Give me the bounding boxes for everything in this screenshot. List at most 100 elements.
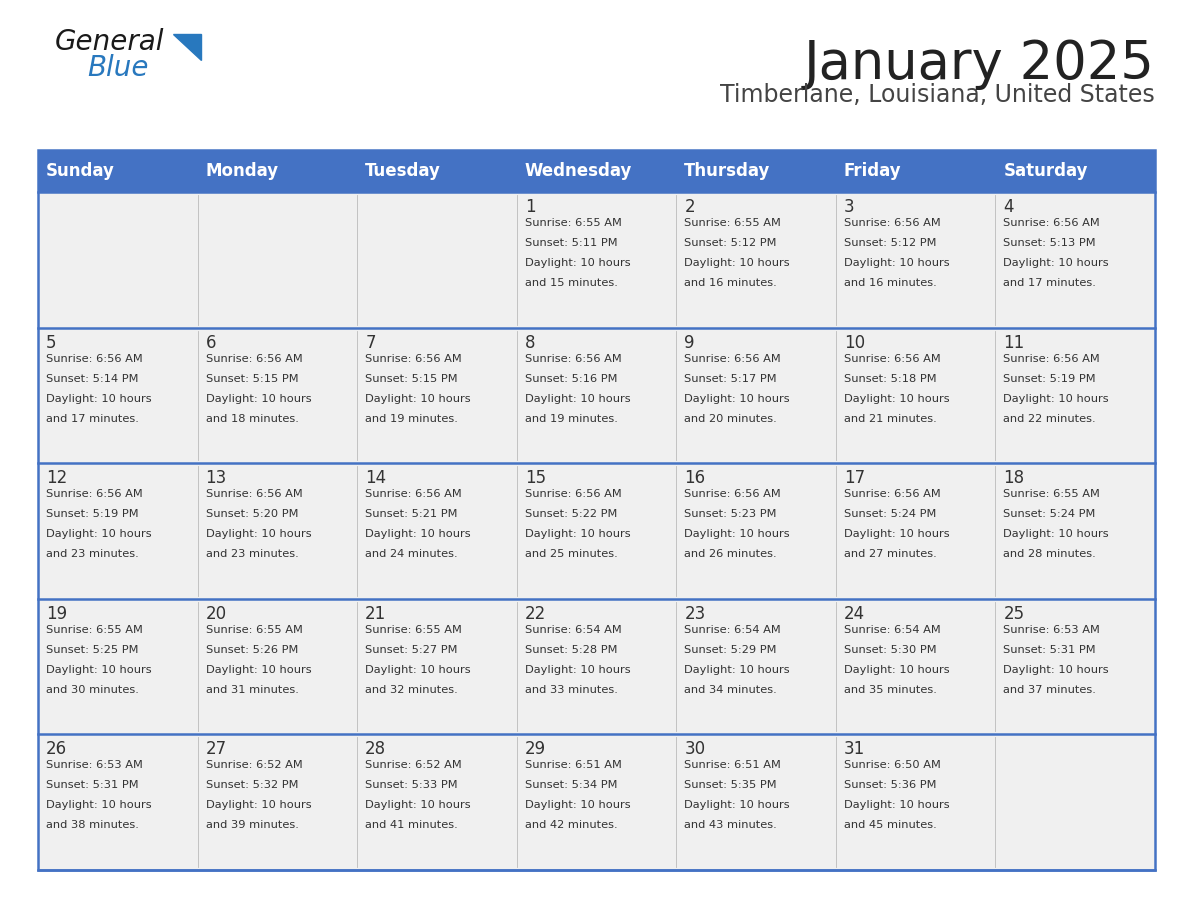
Bar xyxy=(38,599,1155,734)
Text: Sunset: 5:29 PM: Sunset: 5:29 PM xyxy=(684,644,777,655)
Text: Daylight: 10 hours: Daylight: 10 hours xyxy=(843,665,949,675)
Text: and 16 minutes.: and 16 minutes. xyxy=(843,278,936,288)
Text: and 24 minutes.: and 24 minutes. xyxy=(365,549,457,559)
Text: Daylight: 10 hours: Daylight: 10 hours xyxy=(684,394,790,404)
Text: Sunrise: 6:55 AM: Sunrise: 6:55 AM xyxy=(684,218,782,228)
Text: and 19 minutes.: and 19 minutes. xyxy=(525,414,618,423)
Text: Sunset: 5:12 PM: Sunset: 5:12 PM xyxy=(684,238,777,248)
Text: and 41 minutes.: and 41 minutes. xyxy=(365,821,457,831)
Text: 13: 13 xyxy=(206,469,227,487)
Text: and 33 minutes.: and 33 minutes. xyxy=(525,685,618,695)
Text: and 34 minutes.: and 34 minutes. xyxy=(684,685,777,695)
Text: Saturday: Saturday xyxy=(1004,162,1088,180)
Text: Daylight: 10 hours: Daylight: 10 hours xyxy=(365,529,470,539)
Text: Wednesday: Wednesday xyxy=(525,162,632,180)
Text: Daylight: 10 hours: Daylight: 10 hours xyxy=(206,800,311,811)
Text: Sunset: 5:15 PM: Sunset: 5:15 PM xyxy=(206,374,298,384)
Text: Daylight: 10 hours: Daylight: 10 hours xyxy=(1004,529,1110,539)
Text: Sunrise: 6:53 AM: Sunrise: 6:53 AM xyxy=(1004,625,1100,635)
Text: Sunset: 5:20 PM: Sunset: 5:20 PM xyxy=(206,509,298,520)
Text: 28: 28 xyxy=(365,741,386,758)
Text: Sunrise: 6:56 AM: Sunrise: 6:56 AM xyxy=(46,489,143,499)
Text: and 42 minutes.: and 42 minutes. xyxy=(525,821,618,831)
Text: Sunrise: 6:56 AM: Sunrise: 6:56 AM xyxy=(843,218,941,228)
Text: Sunrise: 6:55 AM: Sunrise: 6:55 AM xyxy=(46,625,143,635)
Text: and 23 minutes.: and 23 minutes. xyxy=(46,549,139,559)
Text: and 25 minutes.: and 25 minutes. xyxy=(525,549,618,559)
Text: 23: 23 xyxy=(684,605,706,622)
Text: 3: 3 xyxy=(843,198,854,216)
Text: Sunrise: 6:54 AM: Sunrise: 6:54 AM xyxy=(843,625,941,635)
Text: Sunrise: 6:56 AM: Sunrise: 6:56 AM xyxy=(206,489,302,499)
Text: 6: 6 xyxy=(206,333,216,352)
Text: and 37 minutes.: and 37 minutes. xyxy=(1004,685,1097,695)
Text: Daylight: 10 hours: Daylight: 10 hours xyxy=(1004,258,1110,268)
Text: and 27 minutes.: and 27 minutes. xyxy=(843,549,936,559)
Text: Sunrise: 6:52 AM: Sunrise: 6:52 AM xyxy=(365,760,462,770)
Text: Daylight: 10 hours: Daylight: 10 hours xyxy=(684,529,790,539)
Text: Sunrise: 6:56 AM: Sunrise: 6:56 AM xyxy=(843,353,941,364)
Text: Sunset: 5:15 PM: Sunset: 5:15 PM xyxy=(365,374,457,384)
Text: Sunrise: 6:55 AM: Sunrise: 6:55 AM xyxy=(525,218,621,228)
Text: Sunset: 5:16 PM: Sunset: 5:16 PM xyxy=(525,374,618,384)
Text: and 17 minutes.: and 17 minutes. xyxy=(46,414,139,423)
Text: Sunset: 5:31 PM: Sunset: 5:31 PM xyxy=(1004,644,1097,655)
Text: Friday: Friday xyxy=(843,162,902,180)
Text: Daylight: 10 hours: Daylight: 10 hours xyxy=(46,529,152,539)
Text: Sunrise: 6:54 AM: Sunrise: 6:54 AM xyxy=(684,625,781,635)
Text: 2: 2 xyxy=(684,198,695,216)
Text: Sunset: 5:11 PM: Sunset: 5:11 PM xyxy=(525,238,618,248)
Text: and 30 minutes.: and 30 minutes. xyxy=(46,685,139,695)
Text: 14: 14 xyxy=(365,469,386,487)
Text: Monday: Monday xyxy=(206,162,279,180)
Text: and 35 minutes.: and 35 minutes. xyxy=(843,685,936,695)
Text: Sunrise: 6:54 AM: Sunrise: 6:54 AM xyxy=(525,625,621,635)
Text: Daylight: 10 hours: Daylight: 10 hours xyxy=(46,800,152,811)
Text: and 19 minutes.: and 19 minutes. xyxy=(365,414,459,423)
Text: Sunrise: 6:56 AM: Sunrise: 6:56 AM xyxy=(684,353,781,364)
Text: Daylight: 10 hours: Daylight: 10 hours xyxy=(525,258,631,268)
Text: Sunset: 5:12 PM: Sunset: 5:12 PM xyxy=(843,238,936,248)
Text: Sunset: 5:17 PM: Sunset: 5:17 PM xyxy=(684,374,777,384)
Text: Sunset: 5:18 PM: Sunset: 5:18 PM xyxy=(843,374,936,384)
Text: and 16 minutes.: and 16 minutes. xyxy=(684,278,777,288)
Text: Sunrise: 6:56 AM: Sunrise: 6:56 AM xyxy=(525,489,621,499)
Text: Sunset: 5:32 PM: Sunset: 5:32 PM xyxy=(206,780,298,790)
Text: Sunrise: 6:55 AM: Sunrise: 6:55 AM xyxy=(365,625,462,635)
Text: Sunset: 5:22 PM: Sunset: 5:22 PM xyxy=(525,509,617,520)
Text: Sunrise: 6:56 AM: Sunrise: 6:56 AM xyxy=(46,353,143,364)
Text: 25: 25 xyxy=(1004,605,1024,622)
Text: 5: 5 xyxy=(46,333,57,352)
Text: 8: 8 xyxy=(525,333,536,352)
Text: Sunset: 5:33 PM: Sunset: 5:33 PM xyxy=(365,780,457,790)
Text: 18: 18 xyxy=(1004,469,1024,487)
Text: 10: 10 xyxy=(843,333,865,352)
Polygon shape xyxy=(173,34,201,60)
Text: Sunrise: 6:56 AM: Sunrise: 6:56 AM xyxy=(206,353,302,364)
Text: Daylight: 10 hours: Daylight: 10 hours xyxy=(525,665,631,675)
Text: 21: 21 xyxy=(365,605,386,622)
Text: January 2025: January 2025 xyxy=(804,38,1155,90)
Text: 16: 16 xyxy=(684,469,706,487)
Text: Sunset: 5:14 PM: Sunset: 5:14 PM xyxy=(46,374,139,384)
Text: and 23 minutes.: and 23 minutes. xyxy=(206,549,298,559)
Text: Sunday: Sunday xyxy=(46,162,115,180)
Text: Sunrise: 6:51 AM: Sunrise: 6:51 AM xyxy=(525,760,621,770)
Text: Daylight: 10 hours: Daylight: 10 hours xyxy=(206,394,311,404)
Text: Sunrise: 6:55 AM: Sunrise: 6:55 AM xyxy=(206,625,303,635)
Text: and 22 minutes.: and 22 minutes. xyxy=(1004,414,1097,423)
Text: and 32 minutes.: and 32 minutes. xyxy=(365,685,457,695)
Text: and 21 minutes.: and 21 minutes. xyxy=(843,414,936,423)
Text: Sunrise: 6:56 AM: Sunrise: 6:56 AM xyxy=(1004,353,1100,364)
Text: 17: 17 xyxy=(843,469,865,487)
Text: Sunrise: 6:56 AM: Sunrise: 6:56 AM xyxy=(843,489,941,499)
Text: Sunset: 5:26 PM: Sunset: 5:26 PM xyxy=(206,644,298,655)
Text: Sunset: 5:34 PM: Sunset: 5:34 PM xyxy=(525,780,618,790)
Text: 9: 9 xyxy=(684,333,695,352)
Text: and 31 minutes.: and 31 minutes. xyxy=(206,685,298,695)
Bar xyxy=(38,150,1155,192)
Text: Daylight: 10 hours: Daylight: 10 hours xyxy=(684,800,790,811)
Text: 27: 27 xyxy=(206,741,227,758)
Text: Sunrise: 6:55 AM: Sunrise: 6:55 AM xyxy=(1004,489,1100,499)
Text: 20: 20 xyxy=(206,605,227,622)
